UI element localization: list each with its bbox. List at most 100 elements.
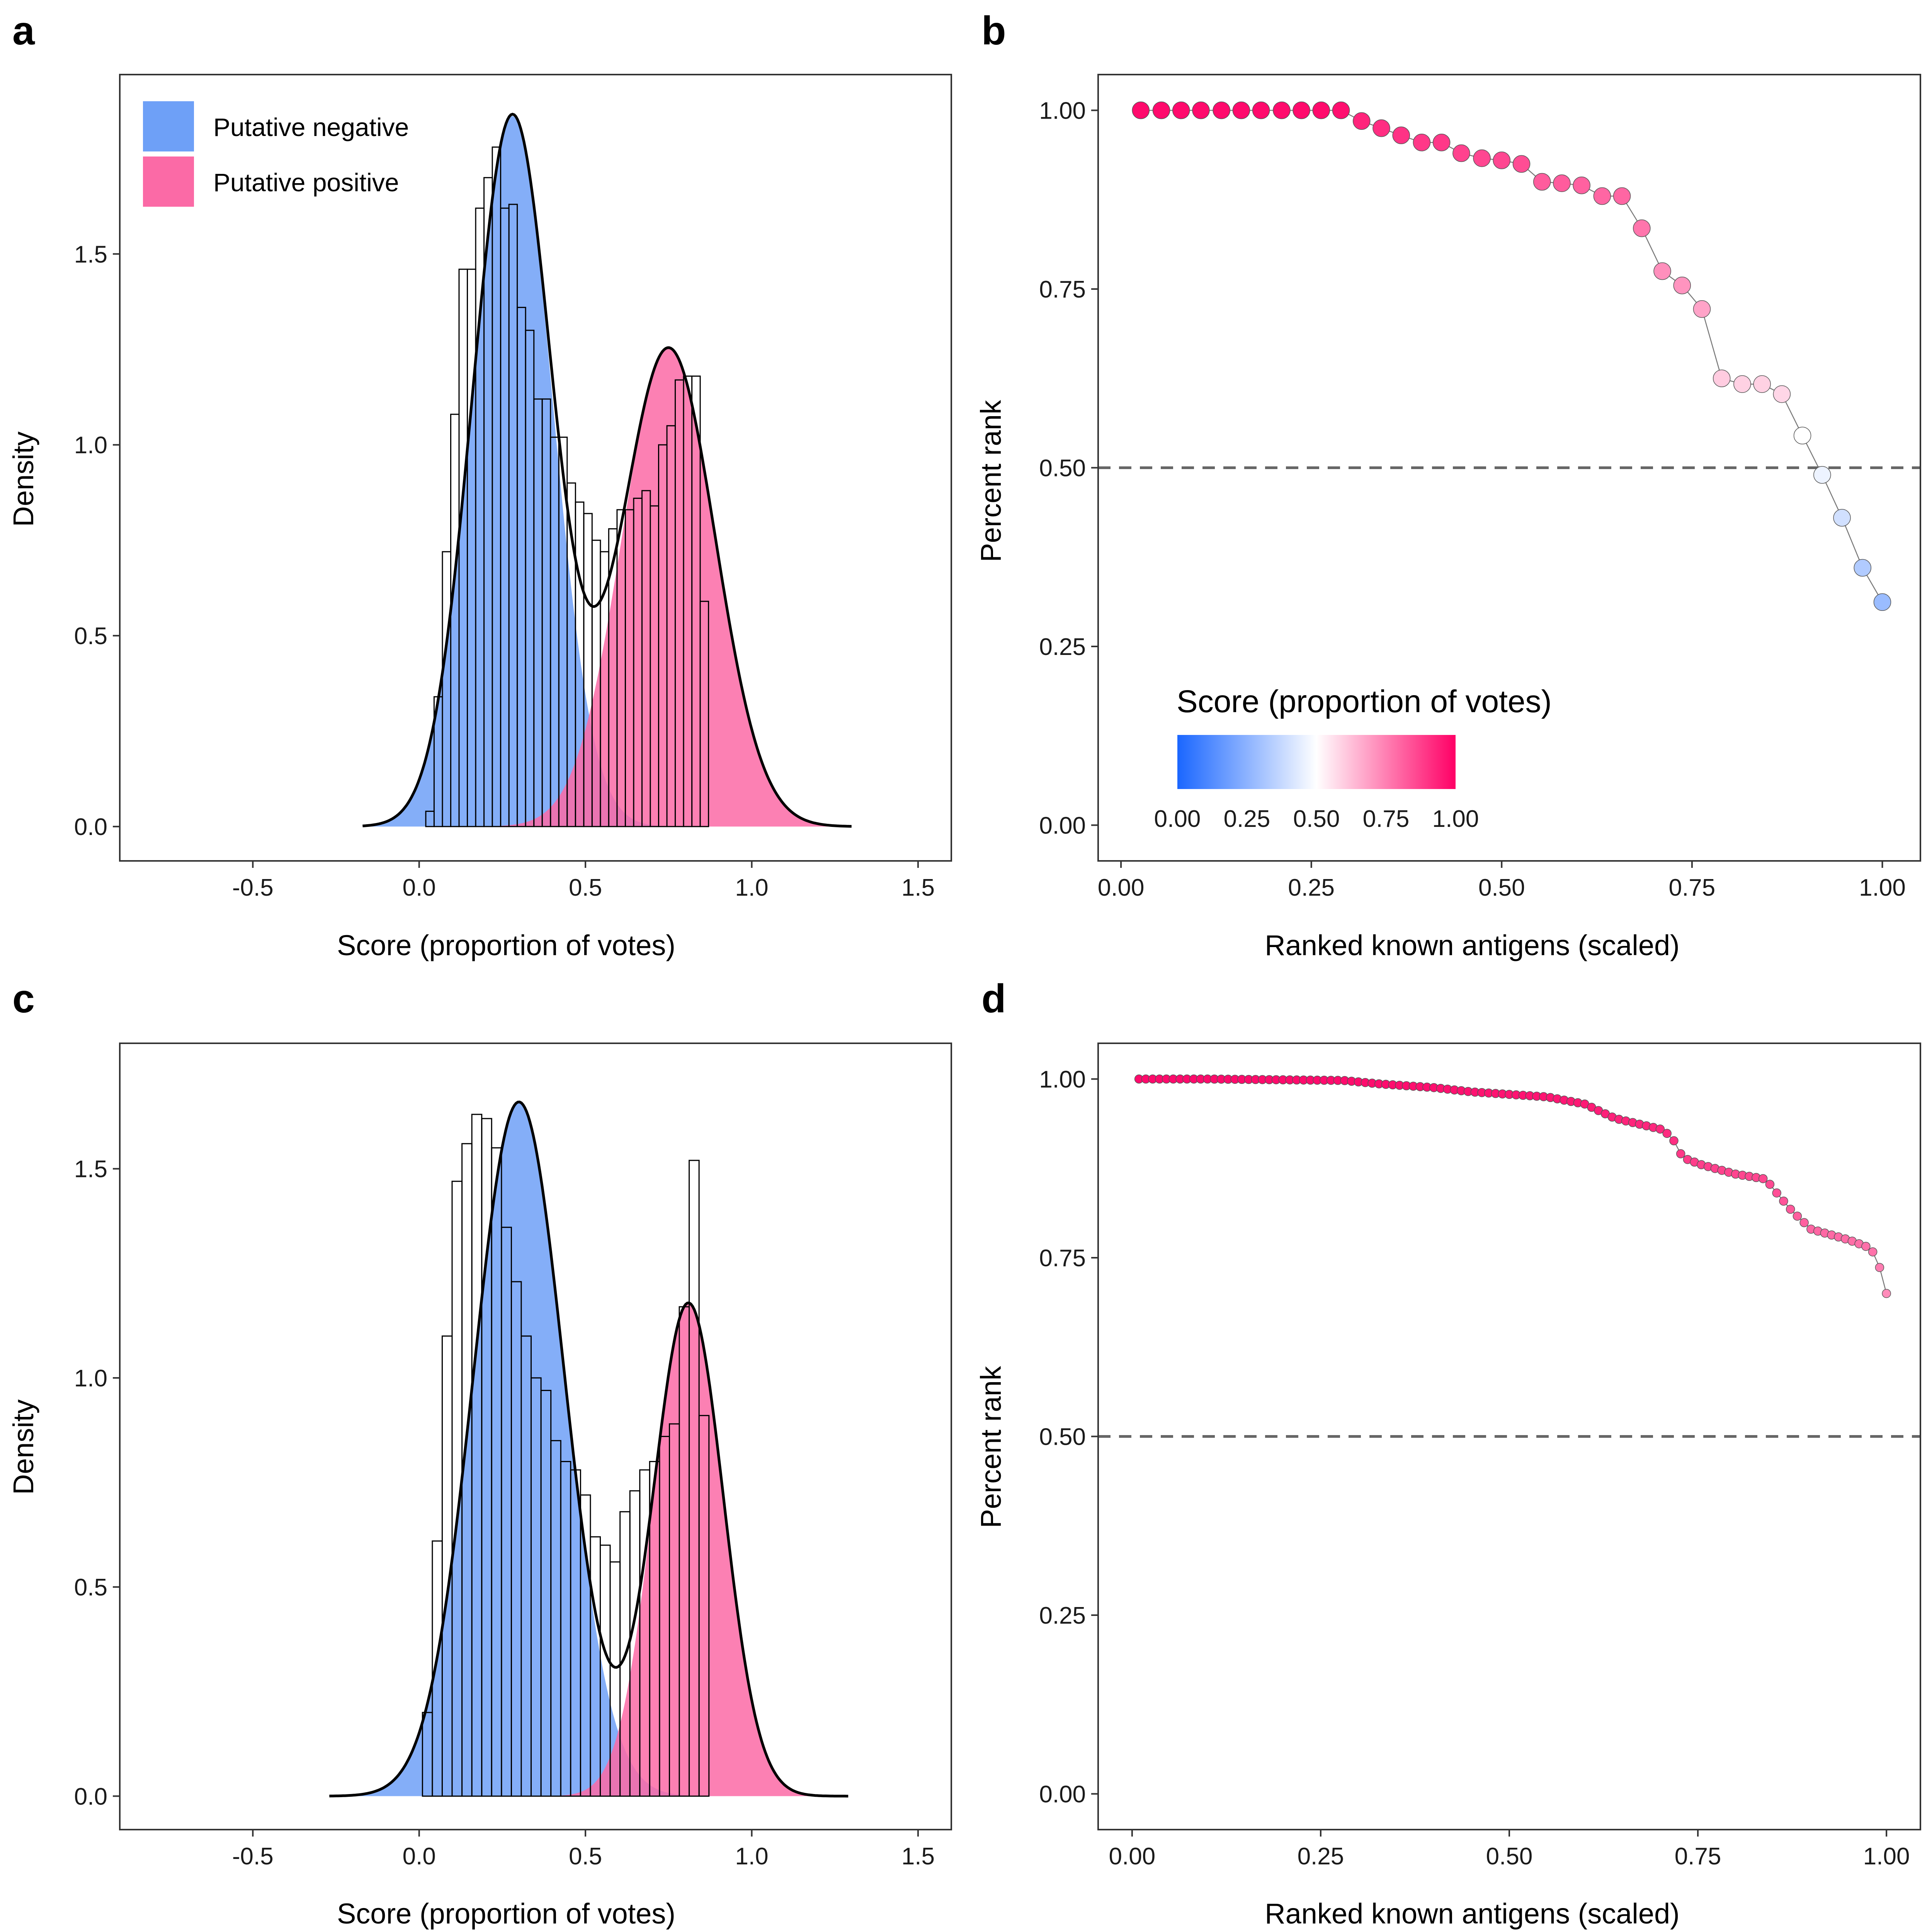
histogram-bar	[699, 600, 709, 827]
panel-a-x-tick-label: -0.5	[232, 874, 274, 901]
antigen-point	[1293, 101, 1310, 119]
antigen-point	[1172, 101, 1190, 119]
panel-a-legend: Putative negative Putative positive	[143, 101, 409, 207]
panel-c-y-tick-label: 1.5	[74, 1156, 107, 1183]
panel-b-x-tick-label: 0.25	[1288, 874, 1335, 901]
panel-a-y-tick-label: 0.5	[74, 623, 107, 650]
antigen-point	[1512, 155, 1531, 173]
antigen-point	[1213, 101, 1230, 119]
antigen-point	[1854, 559, 1872, 577]
panel-c-y-axis-title: Density	[7, 1400, 39, 1495]
mixture-density-line	[362, 112, 852, 828]
antigen-point	[1573, 177, 1590, 194]
antigen-point	[1772, 1188, 1781, 1198]
panel-b-x-tick-label: 0.75	[1669, 874, 1716, 901]
antigen-point	[1655, 1124, 1665, 1134]
histogram-bar	[698, 1415, 710, 1797]
colorbar-labels: 0.00 0.25 0.50 0.75 1.00	[1154, 806, 1479, 832]
panel-c-x-tick-label: 0.0	[403, 1843, 436, 1870]
antigen-point	[1372, 119, 1390, 137]
antigen-point	[1352, 112, 1371, 130]
panel-a-histogram: -0.5 0.0 0.5 1.0 1.5 0.0 0.5 1.0 1.5 Putative ne…	[7, 74, 952, 961]
panel-a-y-tick-label: 1.5	[74, 241, 107, 268]
panel-c-y-tick-label: 0.5	[74, 1574, 107, 1601]
antigen-point	[1252, 101, 1270, 119]
panel-b-y-tick-label: 0.25	[1039, 634, 1086, 660]
panel-d-x-tick-label: 0.50	[1486, 1843, 1533, 1870]
panel-d-x-tick-label: 0.25	[1298, 1843, 1344, 1870]
antigen-point	[1873, 593, 1891, 611]
antigen-point	[1733, 375, 1751, 393]
antigen-point	[1273, 101, 1291, 119]
panel-d-x-tick-label: 0.75	[1675, 1843, 1721, 1870]
legend-negative-swatch	[143, 101, 194, 151]
antigen-point	[1793, 1211, 1802, 1221]
antigen-point	[1833, 509, 1851, 527]
antigen-point	[1713, 369, 1731, 387]
panel-a-plot-area: -0.5 0.0 0.5 1.0 1.5 0.0 0.5 1.0 1.5	[74, 74, 952, 901]
panel-b-x-axis-title: Ranked known antigens (scaled)	[1265, 929, 1680, 961]
antigen-point	[1773, 385, 1791, 403]
antigen-point	[1493, 151, 1511, 169]
antigen-point	[1793, 427, 1811, 444]
colorbar-label-0: 0.00	[1154, 806, 1201, 832]
antigen-point	[1753, 375, 1771, 393]
panel-d-y-tick-label: 0.50	[1039, 1424, 1086, 1451]
antigen-point	[1882, 1289, 1891, 1298]
panel-d-y-tick-label: 0.25	[1039, 1602, 1086, 1629]
antigen-point	[1152, 101, 1170, 119]
panel-c-frame	[119, 1043, 952, 1830]
panel-c-histogram: -0.5 0.0 0.5 1.0 1.5 0.0 0.5 1.0 1.5 Score (prop…	[7, 1043, 952, 1930]
panel-b-x-tick-label: 0.00	[1098, 874, 1145, 901]
panel-label-a: a	[12, 9, 35, 53]
antigen-point	[1813, 466, 1831, 484]
panel-c-x-tick-label: 1.5	[901, 1843, 935, 1870]
antigen-point	[1312, 101, 1330, 119]
panel-c-x-axis-title: Score (proportion of votes)	[337, 1898, 675, 1930]
mixture-density-line	[329, 1100, 849, 1798]
colorbar-title: Score (proportion of votes)	[1177, 684, 1552, 719]
antigen-point	[1693, 300, 1711, 318]
panel-d-y-tick-label: 0.75	[1039, 1245, 1086, 1272]
antigen-point	[1132, 101, 1150, 119]
panel-b-rank-plot: 0.00 0.25 0.50 0.75 1.00 0.00 0.25 0.50 0.75 1.00…	[975, 74, 1921, 961]
panel-c-plot-area: -0.5 0.0 0.5 1.0 1.5 0.0 0.5 1.0 1.5	[74, 1043, 952, 1870]
panel-d-x-tick-label: 1.00	[1863, 1843, 1910, 1870]
negative-density-area	[329, 1102, 849, 1796]
panel-d-plot-area: 0.00 0.25 0.50 0.75 1.00 0.00 0.25 0.50 0.75 1.00	[1039, 1043, 1921, 1870]
antigen-point	[1868, 1247, 1878, 1257]
panel-b-y-axis-title: Percent rank	[975, 400, 1007, 562]
colorbar-label-4: 1.00	[1432, 806, 1479, 832]
antigen-point	[1192, 101, 1210, 119]
negative-density-area	[362, 116, 852, 827]
panel-c-y-tick-label: 0.0	[74, 1783, 107, 1810]
panel-b-y-tick-label: 1.00	[1039, 98, 1086, 124]
colorbar-label-3: 0.75	[1363, 806, 1410, 832]
rank-connecting-line	[1141, 110, 1883, 602]
panel-a-x-axis-title: Score (proportion of votes)	[337, 929, 675, 961]
panel-d-y-tick-label: 0.00	[1039, 1781, 1086, 1808]
legend-positive-swatch	[143, 156, 194, 207]
antigen-point	[1673, 277, 1691, 294]
panel-c-x-tick-label: -0.5	[232, 1843, 274, 1870]
panel-a-y-tick-label: 0.0	[74, 814, 107, 840]
rank-connecting-line	[1139, 1078, 1887, 1294]
antigen-point	[1452, 144, 1470, 162]
panel-a-x-tick-label: 1.5	[901, 874, 935, 901]
positive-density-area	[362, 348, 852, 827]
antigen-point	[1786, 1204, 1795, 1214]
antigen-point	[1232, 101, 1250, 119]
panel-a-x-tick-label: 1.0	[735, 874, 768, 901]
panel-d-y-axis-title: Percent rank	[975, 1366, 1007, 1528]
legend-negative-label: Putative negative	[213, 113, 409, 141]
panel-d-y-tick-label: 1.00	[1039, 1066, 1086, 1093]
panel-label-d: d	[981, 976, 1006, 1021]
antigen-point	[1662, 1129, 1672, 1138]
antigen-point	[1799, 1218, 1809, 1227]
panel-b-x-tick-label: 0.50	[1478, 874, 1525, 901]
panel-a-x-tick-label: 0.0	[403, 874, 436, 901]
panel-label-c: c	[12, 976, 35, 1021]
antigen-point	[1653, 262, 1671, 280]
antigen-point	[1765, 1180, 1775, 1189]
panel-b-plot-area: 0.00 0.25 0.50 0.75 1.00 0.00 0.25 0.50 0.75 1.00	[1039, 74, 1921, 901]
